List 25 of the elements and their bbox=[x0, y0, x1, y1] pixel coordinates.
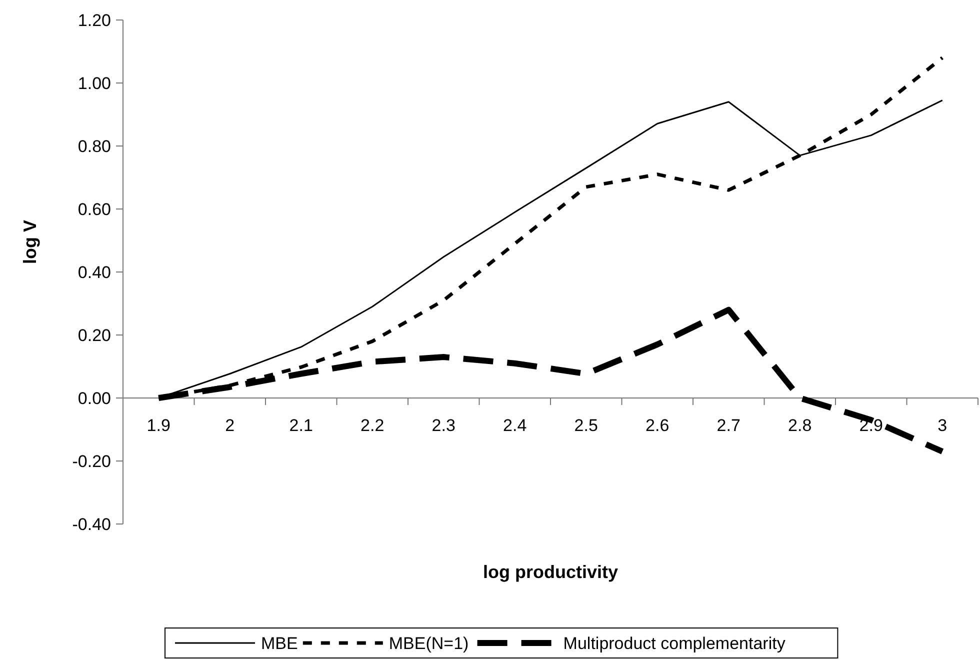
x-tick-label: 3 bbox=[938, 416, 948, 435]
legend-label: Multiproduct complementarity bbox=[563, 634, 786, 653]
y-tick-label: 0.20 bbox=[78, 326, 111, 345]
x-tick-label: 2.3 bbox=[432, 416, 456, 435]
y-tick-label: 1.20 bbox=[78, 10, 111, 30]
x-tick-label: 2.1 bbox=[289, 416, 313, 435]
x-tick-label: 1.9 bbox=[146, 416, 170, 435]
y-tick-label: 0.40 bbox=[78, 262, 111, 282]
x-tick-label: 2.7 bbox=[716, 416, 740, 435]
x-tick-label: 2.4 bbox=[503, 416, 527, 435]
y-tick-label: 1.00 bbox=[78, 74, 111, 93]
y-tick-label: 0.80 bbox=[78, 136, 111, 156]
y-tick-label: 0.60 bbox=[78, 200, 111, 219]
x-tick-label: 2.5 bbox=[574, 416, 598, 435]
y-tick-label: -0.20 bbox=[72, 452, 111, 471]
legend-label: MBE(N=1) bbox=[388, 634, 469, 653]
x-tick-label: 2.8 bbox=[788, 416, 812, 435]
y-tick-label: 0.00 bbox=[78, 388, 111, 408]
x-tick-label: 2.2 bbox=[360, 416, 384, 435]
legend-label: MBE bbox=[261, 634, 298, 653]
x-axis-title: log productivity bbox=[483, 562, 618, 582]
x-tick-label: 2.6 bbox=[646, 416, 670, 435]
x-tick-label: 2 bbox=[225, 416, 235, 435]
y-axis-title: log V bbox=[20, 220, 40, 264]
y-tick-label: -0.40 bbox=[72, 514, 111, 534]
